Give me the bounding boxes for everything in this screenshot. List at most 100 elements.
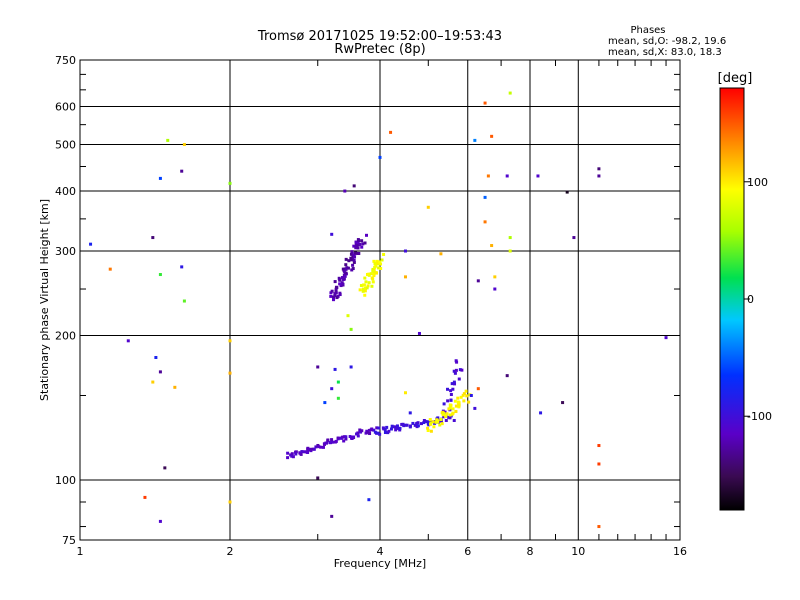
data-point	[664, 336, 668, 340]
data-point	[347, 259, 351, 263]
data-point	[356, 240, 360, 244]
data-point	[333, 280, 337, 284]
data-point	[182, 143, 186, 147]
data-point	[457, 377, 461, 381]
data-point	[395, 424, 399, 428]
data-point	[378, 260, 382, 264]
data-point	[328, 441, 332, 445]
data-point	[419, 422, 423, 426]
data-point	[597, 167, 601, 171]
data-point	[379, 262, 383, 266]
data-point	[360, 239, 364, 243]
data-point	[350, 437, 354, 441]
data-point	[326, 438, 330, 442]
data-point	[373, 430, 377, 434]
data-point	[361, 287, 365, 291]
data-point	[380, 258, 384, 262]
data-point	[438, 423, 442, 427]
data-point	[408, 425, 412, 429]
data-point	[352, 244, 356, 248]
data-point	[411, 421, 415, 425]
x-tick-label: 4	[377, 545, 384, 558]
data-point	[365, 286, 369, 290]
data-point	[572, 236, 576, 240]
data-point	[398, 426, 402, 430]
data-point	[314, 445, 318, 449]
data-point	[126, 339, 130, 343]
data-point	[333, 292, 337, 296]
data-point	[151, 380, 155, 384]
data-point	[457, 405, 461, 409]
data-point	[290, 454, 294, 458]
data-point	[321, 445, 325, 449]
data-point	[336, 380, 340, 384]
data-point	[429, 421, 433, 425]
data-point	[401, 422, 405, 426]
data-point	[403, 391, 407, 395]
data-point	[180, 265, 184, 269]
data-point	[306, 451, 310, 455]
data-point	[367, 272, 371, 276]
data-point	[363, 293, 367, 297]
y-tick-label: 100	[55, 474, 76, 487]
data-point	[350, 250, 354, 254]
data-point	[597, 462, 601, 466]
data-point	[444, 414, 448, 418]
data-point	[351, 267, 355, 271]
data-point	[383, 428, 387, 432]
data-point	[416, 421, 420, 425]
data-point	[469, 394, 473, 398]
data-point	[561, 401, 565, 405]
data-point	[436, 419, 440, 423]
data-point	[370, 276, 374, 280]
x-tick-label: 16	[673, 545, 687, 558]
data-point	[508, 91, 512, 95]
data-point	[375, 271, 379, 275]
data-point	[348, 435, 352, 439]
data-point	[323, 401, 327, 405]
data-point	[382, 252, 386, 256]
data-point	[351, 255, 355, 259]
data-point	[158, 519, 162, 523]
data-point	[286, 451, 290, 455]
data-point	[597, 444, 601, 448]
data-point	[493, 287, 497, 291]
colorbar-ticks: 100 0 -100	[744, 176, 772, 423]
data-point	[377, 266, 381, 270]
x-tick-label: 10	[571, 545, 585, 558]
data-point	[373, 262, 377, 266]
y-axis-label: Stationary phase Virtual Height [km]	[38, 199, 51, 401]
data-point	[319, 445, 323, 449]
data-point	[398, 428, 402, 432]
data-point	[312, 447, 316, 451]
data-point	[354, 242, 358, 246]
data-point	[166, 138, 170, 142]
data-point	[337, 276, 341, 280]
data-point	[476, 279, 480, 283]
data-point	[436, 416, 440, 420]
data-point	[354, 251, 358, 255]
data-point	[352, 184, 356, 188]
data-point	[352, 258, 356, 262]
data-point	[338, 278, 342, 282]
data-point	[158, 370, 162, 374]
data-point	[426, 420, 430, 424]
data-point	[363, 289, 367, 293]
data-point	[439, 417, 443, 421]
grid-lines	[80, 60, 680, 540]
data-point	[331, 440, 335, 444]
data-point	[344, 263, 348, 267]
data-point	[351, 435, 355, 439]
data-point	[448, 406, 452, 410]
data-point	[180, 169, 184, 173]
data-point	[343, 274, 347, 278]
data-point	[446, 399, 450, 403]
data-point	[441, 413, 445, 417]
data-point	[294, 450, 298, 454]
data-point	[370, 284, 374, 288]
data-point	[449, 392, 453, 396]
stats-line-x: mean, sd,X: 83.0, 18.3	[608, 47, 722, 58]
y-tick-label: 750	[55, 54, 76, 67]
data-point	[453, 382, 457, 386]
